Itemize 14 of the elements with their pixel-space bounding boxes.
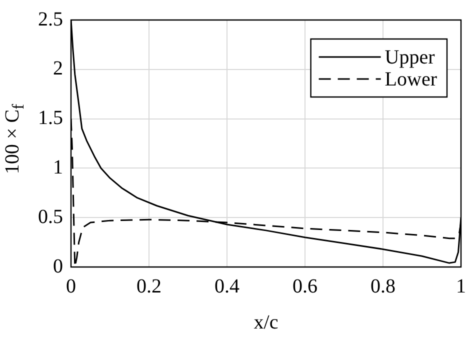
x-tick-label: 0.6 (292, 275, 318, 298)
y-tick-label: 2 (53, 58, 63, 80)
y-tick-label: 0.5 (38, 206, 63, 228)
legend-label: Lower (384, 68, 438, 90)
y-tick-label: 1.5 (38, 107, 63, 130)
y-tick-label: 1 (53, 156, 63, 178)
x-axis-title: x/c (254, 311, 278, 334)
legend-label: Upper (384, 46, 436, 68)
x-tick-label: 0.4 (214, 275, 240, 298)
x-tick-label: 1 (456, 275, 466, 298)
y-tick-label: 2.5 (38, 8, 63, 30)
y-tick-label: 0 (53, 255, 63, 278)
x-tick-label: 0.2 (136, 275, 162, 298)
x-tick-label: 0.8 (370, 275, 396, 298)
